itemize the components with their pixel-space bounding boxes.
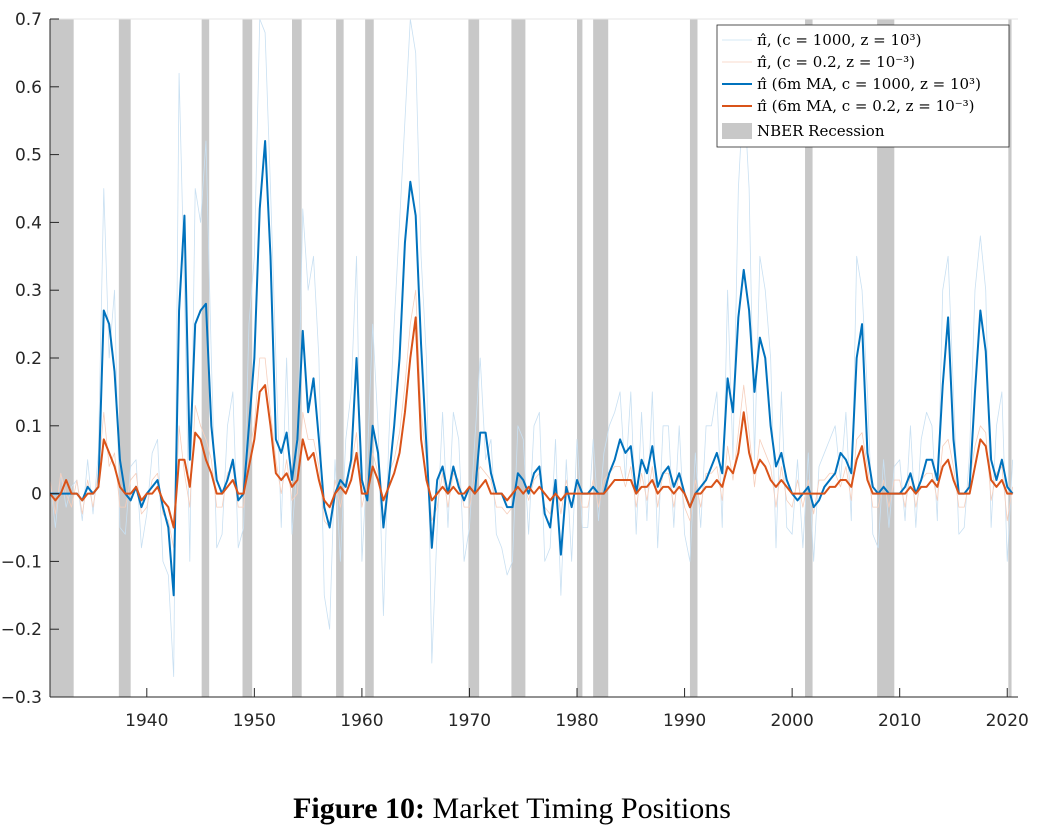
legend-label: π̂, (c = 1000, z = 10³) <box>757 31 921 49</box>
y-tick-label: −0.1 <box>1 552 42 572</box>
axes: 0.7 0.6 0.5 0.4 0.3 0.2 0.1 0 −0.1 −0.2 −0.3 1940 19… <box>1 10 1029 731</box>
x-tick-label: 1990 <box>663 711 706 731</box>
x-tick-label: 1970 <box>448 711 491 731</box>
legend-box <box>716 24 1010 148</box>
x-tick-label: 1960 <box>340 711 383 731</box>
recession-band <box>877 19 895 697</box>
x-tick-label: 2010 <box>878 711 921 731</box>
legend: π̂, (c = 1000, z = 10³) π̂, (c = 0.2, z =… <box>716 24 1010 148</box>
legend-label: π̂ (6m MA, c = 1000, z = 10³) <box>757 75 981 93</box>
y-tick-label: 0.5 <box>15 146 42 166</box>
y-tick-label: 0.4 <box>15 213 42 233</box>
recession-band <box>292 19 302 697</box>
series-line <box>50 140 1014 597</box>
recession-band <box>689 19 698 697</box>
recession-band <box>336 19 344 697</box>
legend-label: NBER Recession <box>757 122 885 140</box>
figure-label: Figure 10: <box>293 792 425 825</box>
caption: Figure 10: Market Timing Positions <box>293 792 731 825</box>
series-line <box>50 316 1013 529</box>
legend-swatch <box>722 123 752 139</box>
legend-label: π̂ (6m MA, c = 0.2, z = 10⁻³) <box>757 97 975 115</box>
y-tick-label: −0.2 <box>1 620 42 640</box>
y-tick-label: 0.6 <box>15 78 42 98</box>
recession-band <box>1008 19 1012 697</box>
recession-band <box>805 19 813 697</box>
y-tick-label: 0.3 <box>15 281 42 301</box>
recession-band <box>577 19 583 697</box>
recession-band <box>593 19 609 697</box>
recession-band <box>365 19 374 697</box>
recession-band <box>118 19 131 697</box>
recession-band <box>468 19 480 697</box>
chart-title: Market Timing Positions <box>433 792 731 825</box>
y-tick-label: 0.7 <box>15 10 42 30</box>
y-tick-label: −0.3 <box>1 688 42 708</box>
recession-band <box>201 19 210 697</box>
y-tick-label: 0 <box>31 485 42 505</box>
legend-label: π̂, (c = 0.2, z = 10⁻³) <box>757 53 915 71</box>
y-tick-label: 0.2 <box>15 349 42 369</box>
y-tick-label: 0.1 <box>15 417 42 437</box>
recession-band <box>511 19 526 697</box>
x-tick-label: 1950 <box>233 711 276 731</box>
x-tick-label: 1980 <box>555 711 598 731</box>
recession-band <box>50 19 74 697</box>
x-tick-label: 1940 <box>125 711 168 731</box>
x-tick-label: 2020 <box>986 711 1029 731</box>
x-tick-label: 2000 <box>771 711 814 731</box>
plot-area <box>50 19 1014 697</box>
recession-band <box>242 19 253 697</box>
